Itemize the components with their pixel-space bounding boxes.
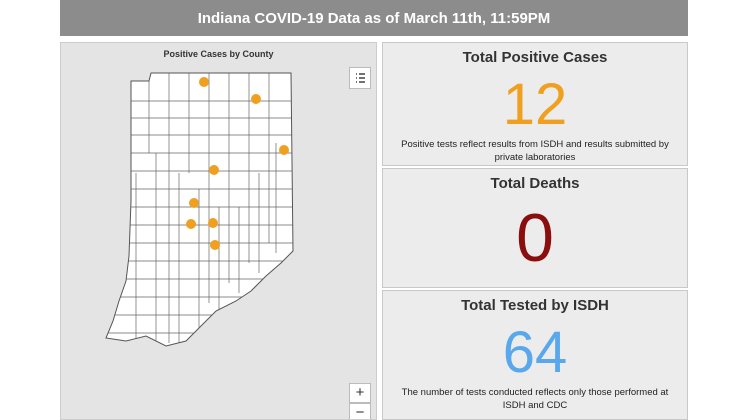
- case-markers: [186, 77, 289, 250]
- case-marker: [210, 240, 220, 250]
- card: Total Deaths 0: [382, 168, 688, 288]
- case-marker: [186, 219, 196, 229]
- zoom-out[interactable]: −: [349, 403, 371, 419]
- county-lines: [106, 73, 293, 343]
- case-marker: [279, 145, 289, 155]
- case-marker: [208, 218, 218, 228]
- card-note: The number of tests conducted reflects o…: [401, 387, 669, 411]
- map-title: Positive Cases by County: [163, 49, 274, 59]
- case-marker: [209, 165, 219, 175]
- case-marker: [251, 94, 261, 104]
- card: Total Positive Cases 12 Positive tests r…: [382, 42, 688, 166]
- case-marker: [199, 77, 209, 87]
- card-value: 64: [502, 320, 568, 385]
- case-marker: [189, 198, 199, 208]
- card: Total Tested by ISDH 64 The number of te…: [382, 290, 688, 420]
- card-note: Positive tests reflect results from ISDH…: [401, 139, 669, 163]
- card-title: Total Deaths: [490, 175, 580, 192]
- card-title: Total Positive Cases: [462, 49, 608, 66]
- header-title: Indiana COVID-19 Data as of March 11th, …: [60, 0, 688, 36]
- card-title: Total Tested by ISDH: [461, 297, 609, 314]
- state-outline: [105, 72, 294, 347]
- legend-button[interactable]: [349, 67, 371, 89]
- map-panel: Positive Cases by County + −: [60, 42, 377, 420]
- map: [105, 72, 294, 347]
- zoom-in[interactable]: +: [349, 383, 371, 403]
- card-value: 12: [502, 72, 568, 137]
- legend-icon: [356, 73, 365, 83]
- card-value: 0: [516, 200, 554, 276]
